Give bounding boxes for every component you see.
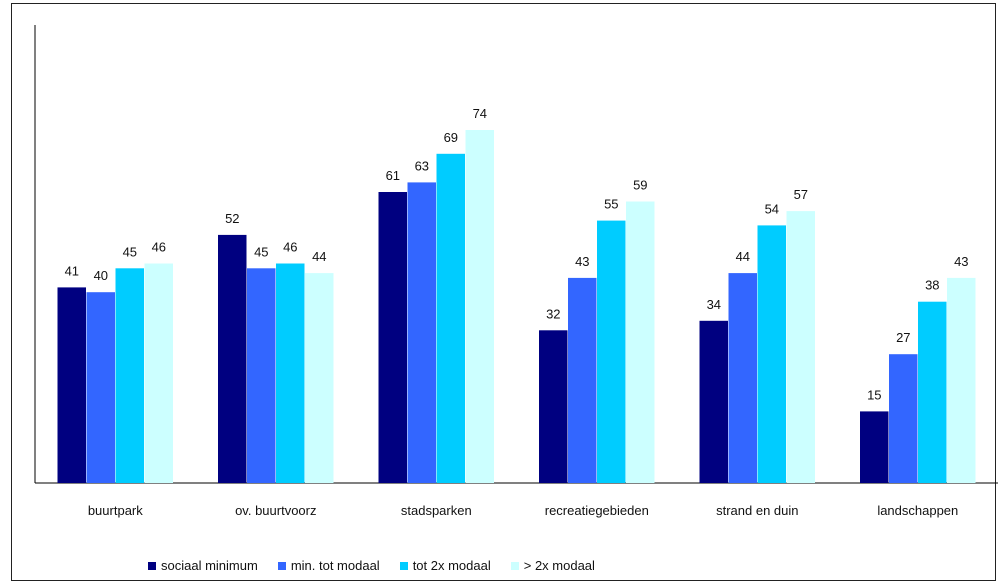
bar <box>699 320 728 483</box>
legend-swatch <box>510 561 519 570</box>
data-label: 54 <box>765 201 779 216</box>
bar <box>947 277 976 483</box>
bar <box>57 287 86 483</box>
data-label: 46 <box>283 240 297 255</box>
legend-label: tot 2x modaal <box>412 558 491 573</box>
data-label: 27 <box>896 330 910 345</box>
legend-swatch <box>399 561 408 570</box>
legend-swatch <box>277 561 286 570</box>
bar <box>218 234 247 483</box>
bar <box>378 192 407 483</box>
data-label: 43 <box>954 254 968 269</box>
data-label: 45 <box>254 244 268 259</box>
chart-frame <box>11 3 996 581</box>
data-label: 61 <box>386 168 400 183</box>
data-label: 55 <box>604 197 618 212</box>
bars-group <box>57 130 976 484</box>
data-label: 44 <box>312 249 326 264</box>
bar <box>728 273 757 483</box>
category-label: strand en duin <box>716 503 798 518</box>
bar <box>918 301 947 483</box>
data-label: 44 <box>736 249 750 264</box>
data-label: 40 <box>94 268 108 283</box>
category-label: ov. buurtvoorz <box>235 503 316 518</box>
bar <box>247 268 276 483</box>
legend-swatch <box>148 561 156 570</box>
data-label: 46 <box>152 240 166 255</box>
data-label: 63 <box>415 158 429 173</box>
data-label: 45 <box>123 244 137 259</box>
legend-label: min. tot modaal <box>290 558 380 573</box>
category-label: recreatiegebieden <box>545 503 649 518</box>
bar <box>115 268 144 483</box>
legend-item: min. tot modaal <box>277 558 380 573</box>
bar <box>626 201 655 483</box>
legend-label: sociaal minimum <box>161 558 258 573</box>
category-label: landschappen <box>877 503 958 518</box>
data-label: 41 <box>65 263 79 278</box>
bar <box>860 411 889 483</box>
data-label: 34 <box>707 297 721 312</box>
bar <box>889 354 918 483</box>
bar <box>276 263 305 483</box>
legend-item: tot 2x modaal <box>399 558 491 573</box>
category-labels-group: buurtpark ov. buurtvoorz stadsparken recrea… <box>88 503 958 518</box>
bar <box>568 277 597 483</box>
data-label: 38 <box>925 278 939 293</box>
bar <box>757 225 786 483</box>
legend-label: > 2x modaal <box>523 558 595 573</box>
bar <box>436 153 465 484</box>
bar <box>144 263 173 483</box>
bar <box>786 211 815 483</box>
bar <box>465 130 494 483</box>
data-label: 52 <box>225 211 239 226</box>
legend-item: sociaal minimum <box>148 558 258 573</box>
data-label: 59 <box>633 178 647 193</box>
data-label: 57 <box>794 187 808 202</box>
data-label: 15 <box>867 387 881 402</box>
value-labels-group: 41 40 45 46 52 45 46 44 61 63 69 74 32 43 55 59 34 44 54 57… <box>65 106 969 402</box>
bar <box>305 273 334 483</box>
data-label: 74 <box>473 106 487 121</box>
bar <box>86 292 115 483</box>
data-label: 69 <box>444 130 458 145</box>
category-label: buurtpark <box>88 503 143 518</box>
data-label: 32 <box>546 306 560 321</box>
bar <box>597 220 626 483</box>
category-label: stadsparken <box>401 503 472 518</box>
legend-item: > 2x modaal <box>510 558 595 573</box>
bar <box>539 330 568 483</box>
legend: sociaal minimum min. tot modaal tot 2x m… <box>148 558 615 573</box>
bar <box>407 182 436 483</box>
data-label: 43 <box>575 254 589 269</box>
